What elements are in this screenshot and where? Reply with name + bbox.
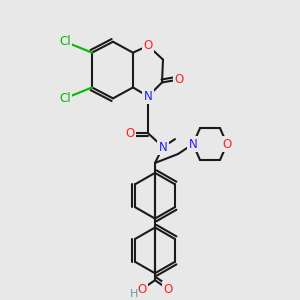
Text: O: O (137, 283, 147, 296)
Text: N: N (159, 141, 167, 154)
Text: Cl: Cl (59, 92, 71, 105)
Text: O: O (222, 138, 232, 151)
Text: N: N (144, 90, 152, 103)
Text: O: O (125, 127, 135, 140)
Text: H: H (130, 289, 138, 299)
Text: O: O (164, 283, 172, 296)
Text: O: O (174, 73, 184, 86)
Text: O: O (143, 39, 153, 52)
Text: Cl: Cl (59, 35, 71, 48)
Text: N: N (189, 138, 197, 151)
